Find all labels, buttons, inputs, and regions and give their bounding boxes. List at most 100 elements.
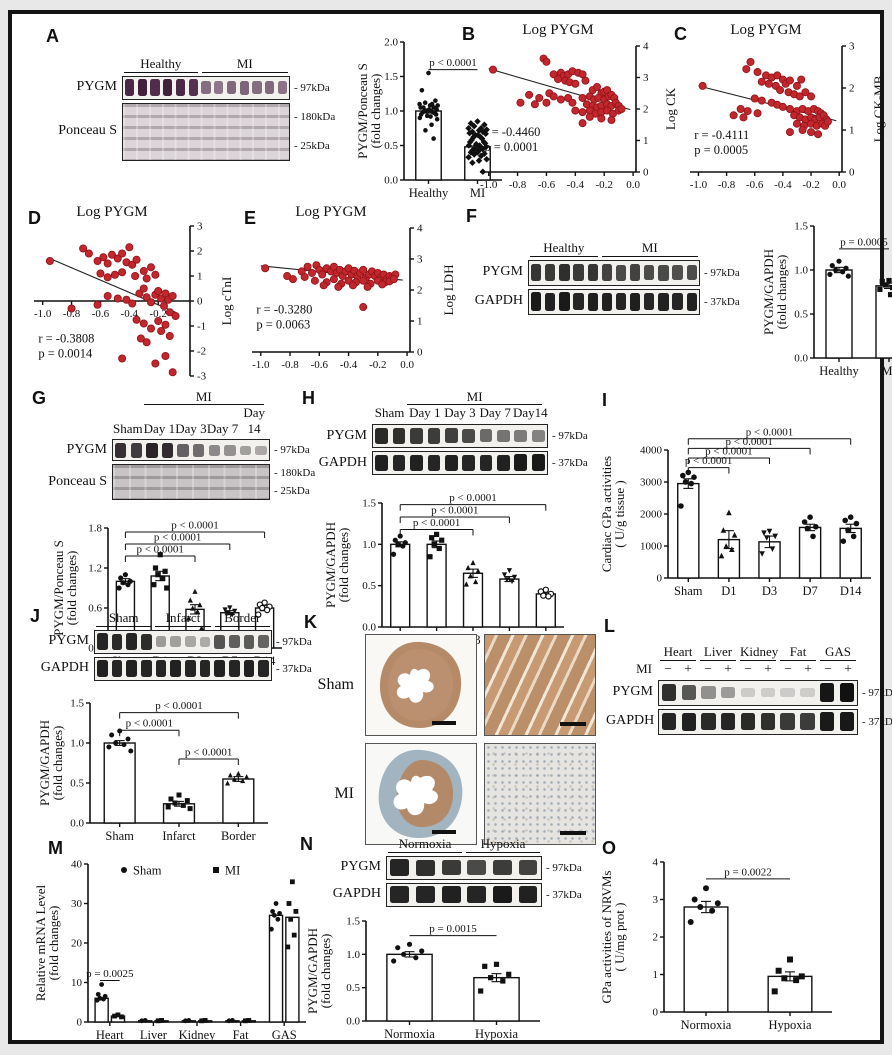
circle-element: [525, 90, 534, 99]
circle-element: [433, 112, 439, 117]
rect-element: [434, 531, 440, 537]
circle-element: [433, 98, 438, 103]
circle-element: [157, 327, 166, 336]
band: [201, 80, 211, 95]
polygon-element: [186, 615, 192, 622]
circle-element: [842, 517, 849, 524]
bgroup: Fat: [780, 644, 816, 661]
band: [146, 442, 158, 459]
circle-element: [773, 71, 782, 80]
band: [392, 454, 406, 472]
bbox: [372, 450, 548, 475]
tick: 0: [849, 167, 855, 179]
span-element: −: [664, 660, 672, 676]
circle-element: [139, 267, 148, 276]
circle-element: [753, 109, 762, 118]
xlab: D3: [762, 584, 777, 598]
tick: -0.6: [538, 179, 556, 191]
rect-element: [879, 278, 885, 285]
tick: 1: [197, 271, 203, 283]
rect-element: [481, 121, 488, 129]
band: [416, 886, 435, 903]
circle-element: [110, 270, 119, 279]
band: [199, 636, 211, 647]
panel-O: O 0 1 2 3 4 GPa activities of NRVMs( U/mg pro…: [599, 838, 862, 1047]
circle-element: [797, 75, 806, 84]
band: [239, 445, 252, 456]
band: [255, 445, 267, 456]
brow: PYGM - 97kDa: [606, 679, 892, 706]
span-element: +: [844, 660, 852, 676]
plab: p < 0.0001: [136, 544, 183, 556]
rlabel: Ponceau S: [58, 123, 117, 139]
polygon-element: [224, 611, 231, 617]
circle-element: [168, 368, 177, 377]
band: [686, 292, 697, 311]
div-element: [32, 390, 144, 405]
band: [277, 81, 288, 95]
tick: 3: [849, 41, 855, 53]
tick: 1.0: [794, 265, 808, 277]
tick: 1.0: [346, 948, 360, 960]
rect-element: [222, 777, 255, 824]
circle-element: [161, 351, 170, 360]
band: [126, 633, 137, 650]
bar-chart-F: 0.0 0.5 1.0 1.5 PYGM/GAPDH(fold changes) Heal…: [762, 221, 892, 378]
western-blot-G: MI Sham Day 1 Day 3 Day 7 Day 14 PYGM - 97kDa Po…: [32, 389, 334, 501]
polygon-element: [465, 564, 471, 570]
brow: GAPDH - 37kDa: [326, 882, 596, 907]
band: [177, 444, 189, 457]
tick: 3000: [640, 477, 663, 489]
xlab: Healthy: [409, 186, 449, 200]
band: [740, 712, 756, 731]
western-blot-H: MI Sham Day 1 Day 3 Day 7 Day14 PYGM - 97kDa GAP…: [308, 389, 606, 475]
scale-bar: [560, 831, 586, 835]
circle-element: [103, 259, 112, 268]
band: [467, 860, 487, 875]
band: [258, 660, 269, 677]
circle-element: [691, 474, 697, 480]
panel-label-K: K: [304, 612, 317, 632]
rect-element: [506, 971, 512, 977]
band: [760, 712, 776, 731]
panel-label-F: F: [466, 206, 477, 226]
tick: 0: [643, 167, 649, 179]
circle-element: [109, 732, 115, 738]
pmlab: MI: [636, 660, 652, 676]
circle-element: [792, 119, 801, 128]
band: [130, 443, 143, 458]
circle-element: [840, 538, 847, 544]
bbox: [122, 102, 290, 161]
tick: 2: [417, 285, 423, 297]
bbox: [658, 708, 858, 735]
circle-element: [813, 524, 819, 530]
circle-element: [168, 292, 177, 301]
band: [615, 292, 627, 311]
circle-element: [125, 582, 131, 588]
bgroup: Liver: [700, 644, 736, 661]
ylab: Cardiac GPa activities: [600, 456, 614, 572]
title: Log PYGM: [295, 204, 366, 220]
circle-element: [578, 108, 587, 117]
panel-label-G: G: [32, 388, 47, 408]
circle-element: [823, 117, 832, 126]
tick: 2000: [640, 509, 663, 521]
band: [701, 686, 716, 699]
circle-element: [142, 274, 151, 283]
tick: -1.0: [480, 179, 498, 191]
band: [615, 264, 627, 281]
band: [184, 636, 196, 647]
pmcell: − +: [698, 661, 738, 677]
bgroup: Day 3: [444, 405, 476, 421]
rlabel: GAPDH: [332, 886, 381, 902]
plab: p < 0.0001: [171, 520, 218, 532]
bgroup: Day 1: [143, 420, 176, 436]
band: [416, 859, 435, 876]
xlab: MI: [225, 864, 240, 878]
circle-element: [419, 88, 425, 93]
circle-element: [736, 105, 745, 114]
circle-element: [691, 896, 698, 903]
ovl-line: MI: [143, 389, 264, 406]
